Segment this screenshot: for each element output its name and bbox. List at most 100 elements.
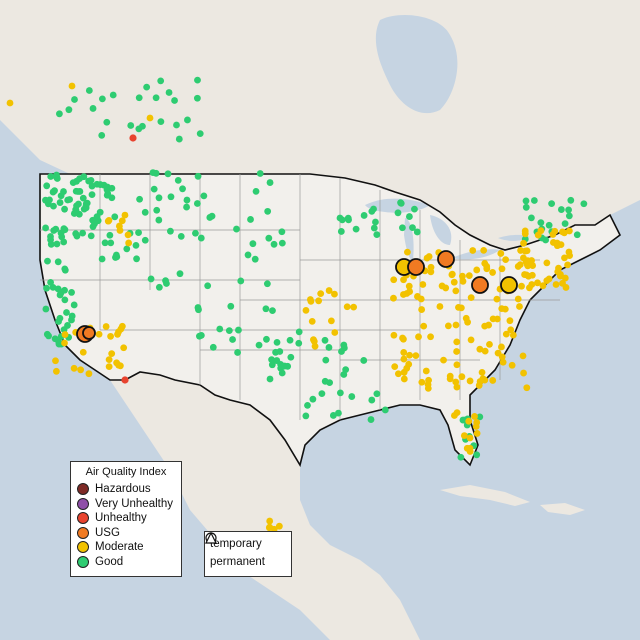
station-marker[interactable] (557, 241, 565, 249)
station-marker[interactable] (56, 199, 64, 206)
station-marker[interactable] (415, 333, 422, 341)
station-marker[interactable] (266, 375, 274, 383)
station-marker[interactable] (64, 196, 72, 204)
station-marker[interactable] (406, 288, 414, 295)
station-marker[interactable] (69, 179, 77, 187)
station-marker[interactable] (453, 338, 461, 346)
station-marker[interactable] (521, 271, 528, 278)
station-marker[interactable] (98, 95, 106, 103)
station-marker[interactable] (552, 281, 560, 288)
station-marker[interactable] (102, 323, 110, 330)
station-marker[interactable] (109, 91, 117, 99)
station-marker[interactable] (135, 125, 143, 133)
station-marker[interactable] (561, 220, 569, 228)
station-marker[interactable] (331, 290, 338, 298)
station-marker[interactable] (469, 247, 477, 254)
station-marker[interactable] (47, 173, 55, 180)
station-marker[interactable] (458, 373, 466, 381)
station-marker[interactable] (141, 236, 149, 244)
station-marker[interactable] (494, 349, 502, 357)
station-marker[interactable] (452, 287, 460, 295)
station-marker[interactable] (150, 185, 158, 193)
station-marker[interactable] (46, 196, 53, 204)
station-marker[interactable] (176, 270, 184, 278)
station-marker[interactable] (336, 389, 344, 397)
station-marker[interactable] (427, 268, 435, 276)
station-marker[interactable] (539, 282, 547, 290)
station-marker[interactable] (76, 175, 83, 183)
station-marker[interactable] (143, 83, 151, 91)
station-marker[interactable] (317, 290, 325, 298)
station-marker[interactable] (455, 303, 462, 311)
station-marker[interactable] (381, 406, 389, 414)
station-marker[interactable] (368, 207, 376, 215)
station-marker[interactable] (77, 366, 85, 374)
station-marker[interactable] (61, 205, 68, 213)
station-marker[interactable] (174, 176, 182, 184)
station-marker[interactable] (542, 236, 550, 244)
station-marker[interactable] (91, 220, 98, 228)
station-marker[interactable] (321, 336, 329, 344)
station-marker[interactable] (529, 262, 537, 269)
station-marker[interactable] (394, 209, 402, 217)
station-marker[interactable] (98, 131, 106, 139)
station-marker[interactable] (400, 291, 407, 298)
station-marker[interactable] (43, 284, 50, 292)
station-marker[interactable] (424, 384, 432, 392)
station-marker[interactable] (307, 297, 315, 305)
station-marker[interactable] (518, 282, 525, 290)
station-marker[interactable] (448, 271, 456, 279)
station-marker[interactable] (440, 356, 447, 364)
station-marker[interactable] (459, 416, 467, 424)
station-marker[interactable] (146, 114, 154, 122)
station-marker[interactable] (268, 361, 276, 369)
station-marker[interactable] (200, 192, 208, 200)
station-marker[interactable] (302, 412, 310, 420)
station-marker[interactable] (467, 294, 475, 302)
station-marker[interactable] (227, 302, 235, 310)
station-marker[interactable] (352, 225, 360, 233)
station-marker[interactable] (275, 522, 283, 530)
station-marker[interactable] (263, 335, 270, 343)
station-marker[interactable] (420, 322, 428, 330)
station-marker[interactable] (114, 330, 121, 338)
station-marker[interactable] (87, 232, 95, 240)
station-marker[interactable] (493, 295, 501, 303)
station-marker[interactable] (465, 417, 473, 425)
station-marker[interactable] (64, 322, 71, 329)
station-marker[interactable] (50, 202, 57, 210)
station-marker[interactable] (167, 193, 175, 201)
station-marker[interactable] (559, 228, 566, 236)
station-marker[interactable] (118, 217, 126, 225)
station-marker[interactable] (103, 191, 111, 199)
station-marker[interactable] (521, 230, 529, 238)
station-marker[interactable] (400, 375, 408, 383)
station-marker[interactable] (204, 282, 212, 290)
station-marker[interactable] (61, 331, 69, 338)
station-marker[interactable] (412, 352, 420, 360)
station-marker[interactable] (367, 416, 375, 423)
station-marker[interactable] (235, 326, 242, 334)
station-marker[interactable] (295, 328, 303, 336)
station-marker[interactable] (329, 412, 337, 419)
station-marker[interactable] (60, 238, 68, 246)
station-marker[interactable] (255, 341, 263, 349)
station-marker[interactable] (400, 349, 408, 356)
station-marker[interactable] (155, 216, 163, 224)
station-marker[interactable] (340, 371, 348, 378)
station-marker[interactable] (136, 195, 143, 203)
station-marker[interactable] (478, 368, 486, 376)
station-marker[interactable] (132, 241, 140, 249)
station-marker[interactable] (106, 231, 114, 239)
station-marker[interactable] (573, 231, 581, 239)
station-marker[interactable] (338, 216, 346, 224)
station-marker[interactable] (453, 409, 461, 417)
station-marker[interactable] (266, 517, 274, 525)
station-marker[interactable] (325, 344, 333, 351)
station-marker[interactable] (164, 170, 172, 178)
station-marker[interactable] (251, 255, 259, 263)
station-marker[interactable] (322, 356, 330, 364)
station-marker[interactable] (565, 212, 573, 220)
station-marker[interactable] (229, 336, 236, 343)
station-marker[interactable] (107, 332, 114, 340)
